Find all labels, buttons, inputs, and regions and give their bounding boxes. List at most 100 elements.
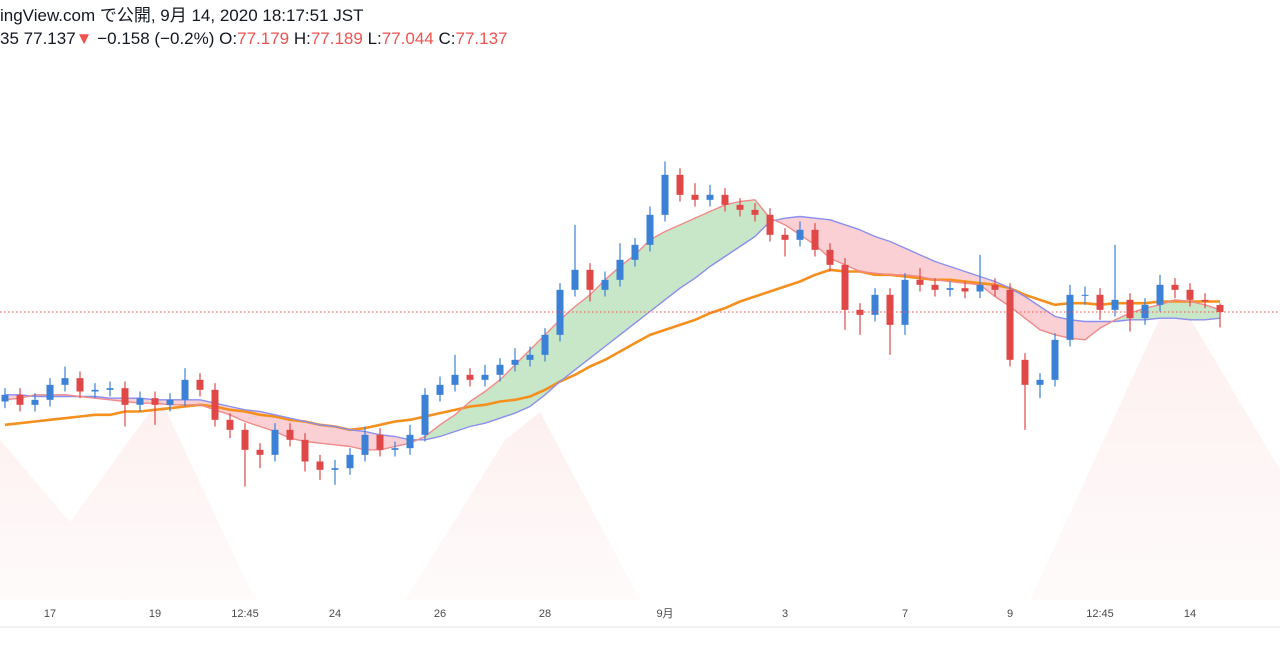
- ma-fill: [1130, 308, 1145, 320]
- candle-body: [901, 279, 909, 325]
- candle-body: [721, 194, 729, 205]
- ma-fill: [605, 266, 620, 347]
- x-tick-label: 26: [434, 608, 446, 620]
- candle-body: [166, 399, 174, 405]
- background-shape: [0, 398, 255, 600]
- change: −0.158 (−0.2%): [97, 29, 215, 48]
- ma-fill: [875, 236, 890, 275]
- ma-fill: [935, 261, 950, 282]
- ma-fill: [305, 421, 320, 444]
- x-tick-label: 14: [1184, 608, 1196, 620]
- close-value: 77.137: [455, 29, 508, 48]
- candle-body: [226, 419, 234, 430]
- ma-fill: [575, 294, 590, 370]
- ma-fill: [635, 239, 650, 324]
- candle-body: [1216, 305, 1224, 312]
- ma-fill: [695, 211, 710, 279]
- ma-fill: [320, 424, 335, 445]
- candle-body: [61, 378, 69, 385]
- ma-fill: [650, 231, 665, 312]
- candle-body: [871, 294, 879, 315]
- ma-fill: [755, 199, 770, 237]
- candle-body: [241, 429, 249, 450]
- ma-fill: [365, 431, 380, 450]
- candle-body: [421, 394, 429, 435]
- candle-body: [1186, 289, 1194, 300]
- ma-fill: [335, 426, 350, 447]
- candle-body: [466, 374, 474, 380]
- candle-body: [1081, 294, 1089, 296]
- candle-body: [931, 284, 939, 290]
- ma-fill: [860, 229, 875, 274]
- candle-body: [271, 429, 279, 455]
- ma-fill: [1040, 306, 1055, 335]
- candle-body: [616, 259, 624, 280]
- candle-body: [1021, 359, 1029, 385]
- x-tick-label: 19: [149, 608, 161, 620]
- candle-body: [481, 374, 489, 380]
- ma-fill: [545, 319, 560, 395]
- ma-fill: [920, 254, 935, 280]
- candle-body: [766, 214, 774, 235]
- candle-body: [586, 269, 594, 290]
- ma-fill: [500, 364, 515, 419]
- candle-body: [976, 284, 984, 292]
- change-arrow: ▼: [75, 29, 93, 48]
- candle-body: [961, 288, 969, 292]
- candle-body: [1036, 379, 1044, 385]
- x-tick-label: 12:45: [231, 608, 259, 620]
- x-tick-label: 9: [1007, 608, 1013, 620]
- candle-body: [16, 394, 24, 405]
- last-price: 77.137: [23, 29, 76, 48]
- ma-fill: [1175, 299, 1190, 320]
- candle-body: [886, 294, 894, 325]
- x-tick-label: 7: [902, 608, 908, 620]
- x-tick-label: 3: [782, 608, 788, 620]
- candle-body: [1126, 299, 1134, 319]
- ma-fill: [890, 241, 905, 275]
- ma-fill: [785, 216, 800, 235]
- ma-fill: [710, 204, 725, 267]
- ma-line: [4, 268, 1220, 432]
- ma-fill: [1085, 321, 1100, 340]
- ma-fill: [5, 394, 20, 400]
- candle-body: [1201, 299, 1209, 302]
- candle-body: [436, 384, 444, 395]
- ma-fill: [905, 248, 920, 277]
- ma-fill: [1160, 299, 1175, 319]
- x-tick-label: 28: [539, 608, 551, 620]
- candle-body: [256, 449, 264, 455]
- background-shape: [405, 412, 640, 600]
- ma-fill: [350, 429, 365, 450]
- ma-fill: [830, 219, 845, 265]
- candle-body: [91, 389, 99, 392]
- candle-body: [1156, 284, 1164, 305]
- candle-body: [631, 244, 639, 260]
- ma-fill: [590, 279, 605, 359]
- candle-body: [991, 284, 999, 290]
- candle-body: [316, 461, 324, 470]
- candle-body: [751, 209, 759, 215]
- ma-fill: [725, 201, 740, 257]
- title: ingView.com で公開, 9月 14, 2020 18:17:51 JS…: [0, 6, 364, 25]
- background-shape: [1030, 318, 1280, 600]
- ma-fill: [380, 434, 395, 450]
- candle-body: [136, 398, 144, 405]
- high-label: H:: [293, 29, 311, 48]
- candle-body: [676, 174, 684, 195]
- ma-fill: [680, 218, 695, 289]
- open-value: 77.179: [237, 29, 290, 48]
- candle-body: [811, 229, 819, 250]
- candle-body: [706, 194, 714, 200]
- candle-body: [301, 439, 309, 462]
- candle-body: [31, 399, 39, 405]
- candle-body: [736, 204, 744, 210]
- ma-fill: [1010, 288, 1025, 319]
- candle-body: [916, 279, 924, 285]
- x-tick-label: 12:45: [1086, 608, 1114, 620]
- candle-body: [841, 264, 849, 310]
- ma-fill: [155, 399, 170, 405]
- candle-body: [946, 288, 954, 290]
- candle-body: [1096, 294, 1104, 310]
